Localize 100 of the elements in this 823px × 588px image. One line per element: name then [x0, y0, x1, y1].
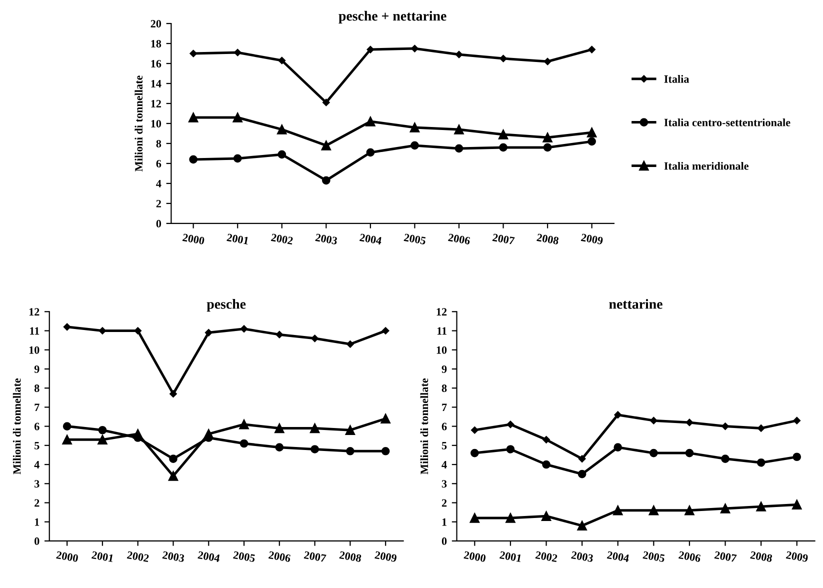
- point: [380, 414, 390, 424]
- y-tick-label: 4: [156, 180, 162, 188]
- point: [543, 143, 552, 152]
- y-tick-label: 12: [436, 308, 447, 316]
- x-tick-label: 2006: [448, 234, 470, 245]
- point: [170, 390, 177, 398]
- y-tick-label: 2: [442, 499, 447, 507]
- y-axis-title: Milioni di tonnellate: [12, 378, 21, 474]
- legend-label: Italia: [664, 75, 690, 83]
- x-tick-label: 2005: [404, 234, 426, 245]
- point: [650, 448, 658, 458]
- x-tick-label: 2001: [500, 551, 522, 562]
- x-tick-label: 2008: [536, 234, 559, 245]
- point: [756, 502, 766, 512]
- y-tick-label: 8: [34, 384, 40, 392]
- x-tick-label: 2006: [678, 551, 701, 562]
- y-tick-label: 20: [150, 20, 162, 28]
- point: [792, 452, 802, 462]
- point: [345, 425, 356, 435]
- point: [410, 141, 419, 150]
- point: [274, 423, 284, 434]
- x-tick-label: 2004: [359, 234, 382, 245]
- point: [168, 471, 178, 481]
- y-tick-label: 10: [29, 346, 40, 354]
- point: [381, 446, 390, 456]
- point: [578, 470, 586, 478]
- point: [720, 504, 730, 514]
- y-tick-label: 0: [442, 537, 447, 545]
- x-tick-label: 2008: [750, 551, 772, 562]
- point: [62, 422, 72, 430]
- point: [721, 454, 730, 463]
- y-tick-label: 4: [442, 461, 447, 468]
- y-tick-label: 7: [442, 404, 447, 412]
- point: [614, 411, 622, 418]
- point: [757, 424, 765, 432]
- point: [321, 140, 332, 150]
- point: [614, 443, 622, 452]
- x-tick-label: 2009: [786, 551, 808, 562]
- y-tick-label: 9: [442, 365, 447, 373]
- point: [62, 434, 72, 445]
- x-tick-label: 2007: [304, 551, 326, 562]
- point: [188, 112, 198, 122]
- point: [686, 418, 694, 426]
- x-tick-label: 2000: [464, 551, 486, 562]
- x-tick-label: 2004: [606, 551, 630, 562]
- y-tick-label: 16: [151, 60, 162, 68]
- point: [346, 340, 354, 348]
- y-tick-label: 10: [151, 120, 162, 128]
- point: [98, 434, 108, 445]
- x-tick-label: 2009: [580, 234, 604, 245]
- y-tick-label: 18: [151, 40, 162, 48]
- point: [234, 48, 242, 56]
- x-tick-label: 2001: [226, 234, 249, 245]
- point: [588, 46, 596, 54]
- x-tick-label: 2004: [198, 551, 220, 562]
- x-tick-label: 2008: [339, 551, 362, 562]
- point: [346, 446, 354, 456]
- point: [366, 148, 375, 157]
- point: [648, 506, 659, 516]
- point: [410, 122, 420, 132]
- point: [454, 124, 464, 134]
- point: [382, 327, 390, 334]
- point: [169, 454, 178, 463]
- point: [275, 443, 284, 452]
- point: [278, 150, 286, 159]
- point: [411, 44, 418, 52]
- point: [471, 426, 478, 434]
- point: [189, 155, 198, 164]
- point: [586, 128, 597, 138]
- x-tick-label: 2003: [571, 551, 594, 562]
- chart-title: nettarine: [609, 299, 662, 309]
- point: [233, 154, 242, 163]
- point: [684, 506, 694, 516]
- point: [499, 143, 508, 152]
- point: [650, 416, 658, 424]
- point: [63, 323, 71, 331]
- x-tick-label: 2003: [162, 551, 185, 562]
- point: [541, 511, 552, 521]
- point: [322, 98, 330, 106]
- y-axis-title: Milioni di tonnellate: [134, 76, 143, 172]
- x-tick-label: 2007: [714, 551, 737, 562]
- point: [134, 327, 142, 334]
- y-tick-label: 2: [34, 499, 40, 507]
- y-tick-label: 8: [442, 384, 447, 392]
- point: [792, 500, 802, 510]
- point: [310, 445, 319, 454]
- y-tick-label: 6: [34, 422, 40, 430]
- x-tick-label: 2002: [535, 551, 558, 562]
- point: [544, 58, 552, 66]
- point: [366, 116, 376, 126]
- point: [588, 137, 596, 146]
- point: [311, 334, 318, 342]
- point: [240, 325, 248, 332]
- point: [470, 513, 480, 523]
- point: [756, 458, 766, 467]
- y-tick-label: 3: [442, 480, 447, 488]
- point: [310, 423, 320, 434]
- point: [98, 426, 107, 434]
- x-tick-label: 2003: [315, 234, 338, 245]
- y-tick-label: 2: [156, 200, 161, 208]
